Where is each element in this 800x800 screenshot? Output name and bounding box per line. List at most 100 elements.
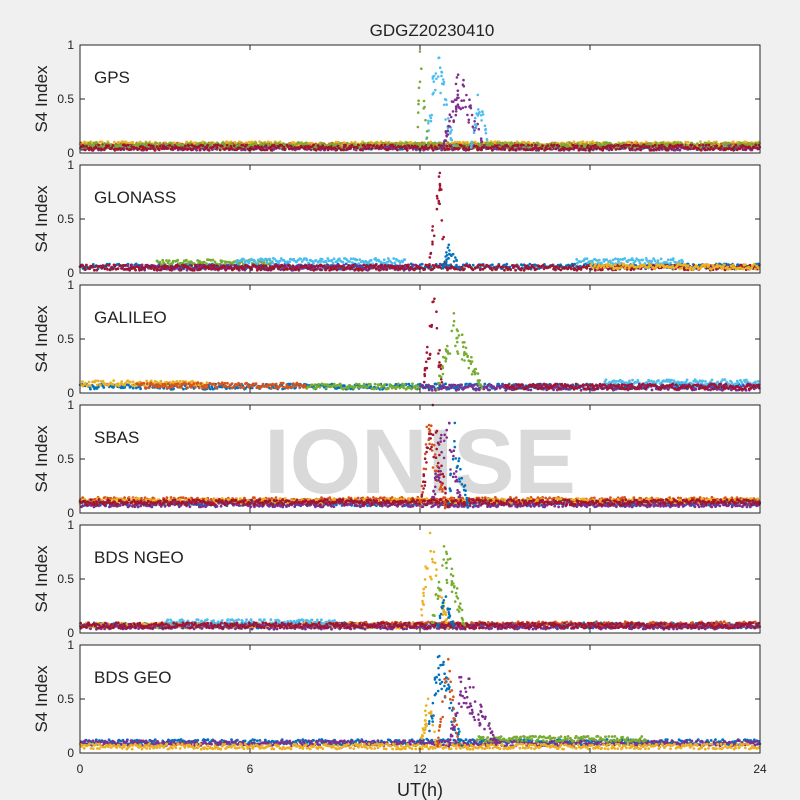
data-point <box>91 265 95 269</box>
data-point <box>473 120 476 123</box>
data-point <box>595 141 599 145</box>
data-point <box>198 263 202 267</box>
data-point <box>367 146 371 150</box>
data-point <box>330 259 334 262</box>
data-point <box>468 98 471 101</box>
data-point <box>420 67 423 70</box>
data-point <box>179 268 183 272</box>
data-point <box>292 257 296 261</box>
data-point <box>157 265 161 269</box>
data-point <box>616 257 620 261</box>
data-point <box>242 147 246 151</box>
data-point <box>237 267 241 271</box>
data-point <box>656 259 660 262</box>
data-point <box>618 262 621 266</box>
data-point <box>232 144 236 148</box>
data-point <box>164 142 168 146</box>
data-point <box>265 261 269 265</box>
data-point <box>454 110 458 113</box>
data-point <box>416 145 419 149</box>
data-point <box>618 147 622 151</box>
data-point <box>338 142 342 145</box>
data-point <box>458 268 462 272</box>
data-point <box>521 143 524 147</box>
data-point <box>181 263 185 267</box>
data-point <box>456 96 459 99</box>
data-point <box>312 143 316 147</box>
data-point <box>347 264 351 267</box>
data-point <box>622 143 626 147</box>
data-point <box>120 267 123 270</box>
data-point <box>569 267 573 271</box>
data-point <box>134 268 138 272</box>
data-point <box>595 259 599 262</box>
data-point <box>580 144 584 148</box>
data-point <box>659 257 663 261</box>
data-point <box>455 76 459 79</box>
data-point <box>266 140 270 144</box>
data-point <box>449 137 453 141</box>
data-point <box>441 146 445 149</box>
data-point <box>151 264 155 268</box>
data-point <box>244 143 248 147</box>
data-point <box>83 148 87 152</box>
data-point <box>355 258 359 262</box>
data-point <box>291 264 295 268</box>
data-point <box>453 140 457 144</box>
data-point <box>639 148 643 152</box>
data-point <box>479 114 483 117</box>
data-point <box>355 146 359 150</box>
data-point <box>257 264 261 268</box>
data-point <box>517 265 520 269</box>
data-point <box>609 144 613 147</box>
data-point <box>699 148 703 152</box>
data-point <box>460 265 464 269</box>
data-point <box>601 148 605 152</box>
data-point <box>671 257 675 260</box>
data-point <box>688 147 692 151</box>
data-point <box>644 140 648 144</box>
data-point <box>490 268 494 272</box>
data-point <box>154 142 157 145</box>
panel-label: GPS <box>94 68 130 87</box>
data-point <box>126 143 130 147</box>
data-point <box>299 257 302 261</box>
data-point <box>673 141 676 145</box>
data-point <box>451 110 455 113</box>
data-point <box>414 148 418 152</box>
data-point <box>264 257 268 261</box>
data-point <box>335 148 339 152</box>
data-point <box>282 268 285 272</box>
data-point <box>623 266 627 270</box>
data-point <box>424 147 428 151</box>
data-point <box>110 146 114 150</box>
data-point <box>491 263 494 267</box>
data-point <box>555 265 559 268</box>
data-point <box>481 110 484 114</box>
data-point <box>516 143 520 147</box>
data-point <box>635 147 639 151</box>
data-point <box>444 131 448 134</box>
data-point <box>326 148 330 152</box>
data-point <box>192 268 196 272</box>
data-point <box>653 259 657 263</box>
data-point <box>405 148 409 152</box>
data-point <box>446 133 450 136</box>
y-axis-label: S4 Index <box>32 65 51 133</box>
data-point <box>650 259 654 263</box>
data-point <box>652 148 655 151</box>
data-point <box>581 140 585 144</box>
data-point <box>483 124 487 128</box>
data-point <box>614 148 618 151</box>
data-point <box>223 265 227 269</box>
data-point <box>354 264 358 268</box>
data-point <box>462 99 466 102</box>
data-point <box>225 143 229 147</box>
data-point <box>374 267 378 271</box>
data-point <box>85 263 88 267</box>
data-point <box>416 125 420 129</box>
data-point <box>732 148 735 152</box>
data-point <box>585 266 589 270</box>
data-point <box>444 98 448 102</box>
